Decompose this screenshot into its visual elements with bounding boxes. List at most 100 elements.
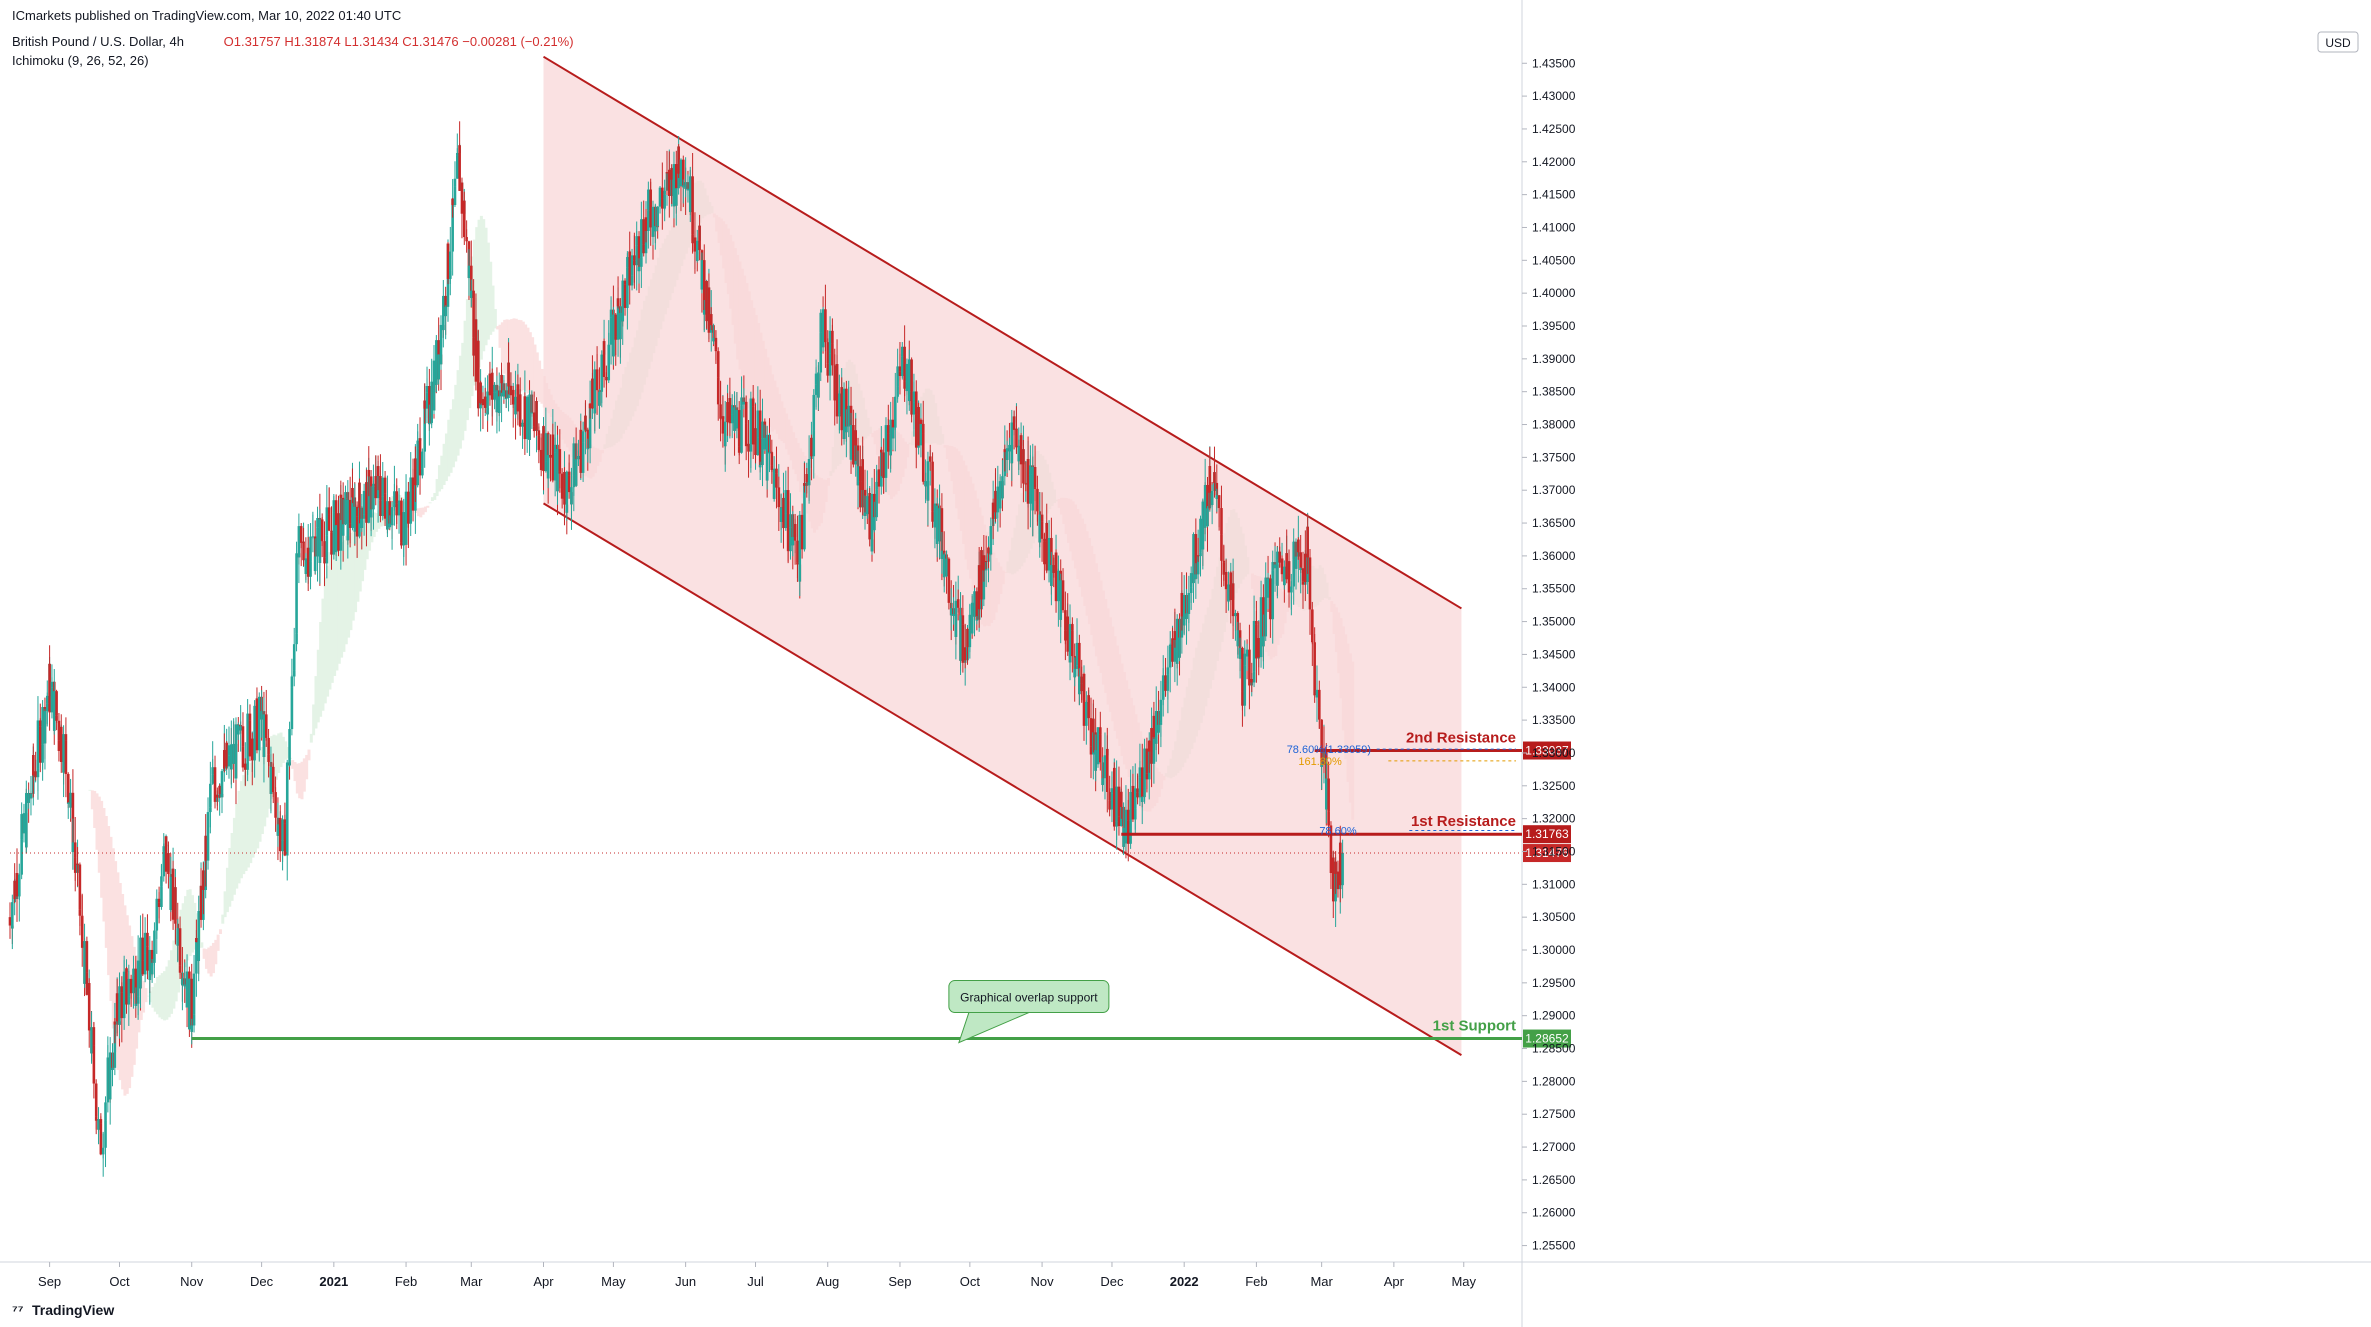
candle-body xyxy=(178,965,182,973)
candle-body xyxy=(85,972,89,995)
candle-body xyxy=(1299,552,1302,571)
candle-body xyxy=(1175,618,1179,664)
candle-body xyxy=(984,561,988,563)
candle-body xyxy=(1052,568,1056,573)
candle-body xyxy=(903,346,906,382)
candle-body xyxy=(1108,800,1111,810)
time-axis[interactable]: Sep Oct Nov Dec 2021 Feb Mar Apr May Jun Jul Aug Sep… xyxy=(38,1262,1477,1289)
candle-body xyxy=(882,470,885,478)
candle-body xyxy=(150,962,154,975)
candle-body xyxy=(57,740,61,751)
candle-body xyxy=(160,886,163,907)
candle-body xyxy=(295,633,298,645)
candle-body xyxy=(1003,449,1007,453)
candle-body xyxy=(630,255,634,276)
candle-body xyxy=(1185,613,1188,619)
candle-body xyxy=(281,819,284,841)
candle-body xyxy=(1164,675,1167,684)
x-tick-label: Sep xyxy=(38,1274,61,1289)
candle-body xyxy=(1061,605,1065,611)
candle-body xyxy=(388,501,392,528)
candle-body xyxy=(395,503,399,516)
candle-body xyxy=(998,481,1002,509)
candle-body xyxy=(1145,748,1149,774)
candle-body xyxy=(122,971,126,981)
indicator-legend[interactable]: Ichimoku (9, 26, 52, 26) xyxy=(12,53,149,68)
candle-body xyxy=(127,996,131,1005)
candle-body xyxy=(1320,719,1323,767)
candle-body xyxy=(332,500,336,513)
candle-body xyxy=(1311,640,1314,643)
candle-body xyxy=(537,435,541,450)
candle-body xyxy=(22,813,26,834)
candle-body xyxy=(190,1025,194,1032)
candle-body xyxy=(36,720,40,769)
candle-body xyxy=(476,340,480,409)
symbol-legend[interactable]: British Pound / U.S. Dollar, 4h O1.31757… xyxy=(12,34,574,49)
x-tick-label: Mar xyxy=(1310,1274,1333,1289)
candle-body xyxy=(1278,552,1282,563)
candle-body xyxy=(113,1021,117,1068)
candle-body xyxy=(1082,673,1086,726)
candle-body xyxy=(642,244,645,254)
candle-body xyxy=(612,314,615,357)
ohlc-o-label: O xyxy=(223,34,234,49)
candle-body xyxy=(264,735,268,738)
candle-body xyxy=(549,456,552,458)
y-tick-label: 1.33500 xyxy=(1532,713,1576,727)
candle-body xyxy=(497,396,501,414)
candle-body xyxy=(162,851,166,877)
candle-body xyxy=(1299,568,1302,571)
candle-body xyxy=(211,767,214,775)
candle-body xyxy=(698,225,701,251)
candle-body xyxy=(400,542,403,546)
symbol-title: British Pound / U.S. Dollar, 4h xyxy=(12,34,184,49)
candle-body xyxy=(628,251,632,286)
candle-body xyxy=(740,405,743,453)
candle-body xyxy=(94,1083,98,1117)
candle-body xyxy=(390,507,394,526)
candle-body xyxy=(1196,555,1200,575)
candle-body xyxy=(852,454,855,465)
candle-body xyxy=(884,425,888,452)
candle-body xyxy=(397,500,401,503)
candle-body xyxy=(195,938,198,974)
candle-body xyxy=(416,448,420,486)
candle-body xyxy=(726,402,729,423)
candle-body xyxy=(1054,552,1058,602)
candle-body xyxy=(365,482,368,523)
candle-body xyxy=(1338,842,1342,886)
candle-body xyxy=(649,203,652,228)
tradingview-logo[interactable]: ⁷⁷ TradingView xyxy=(12,1302,114,1318)
price-axis[interactable]: USD 1.25500 1.26000 1.26500 1.27000 1.27500 1.… xyxy=(1522,31,2359,1253)
tradingview-logo-icon: ⁷⁷ xyxy=(12,1302,24,1318)
candle-body xyxy=(1008,444,1011,452)
candle-body xyxy=(626,257,629,268)
candle-body xyxy=(859,466,862,482)
candle-body xyxy=(938,508,941,542)
candle-body xyxy=(143,932,147,954)
candle-body xyxy=(113,1021,117,1025)
candle-body xyxy=(605,378,608,381)
candle-body xyxy=(1285,553,1288,580)
candle-body xyxy=(812,394,816,431)
candle-body xyxy=(602,341,606,378)
y-tick-label: 1.29500 xyxy=(1532,976,1576,990)
candle-body xyxy=(1071,630,1074,657)
candle-body xyxy=(92,1045,96,1084)
fib-label: 161.80% xyxy=(1298,756,1342,768)
candle-body xyxy=(975,591,979,621)
candle-body xyxy=(25,793,28,848)
candle-body xyxy=(227,745,231,756)
candle-body xyxy=(623,284,627,308)
published-line: ICmarkets published on TradingView.com, … xyxy=(12,8,402,23)
candle-body xyxy=(353,506,357,532)
candle-body xyxy=(719,406,722,419)
candle-body xyxy=(1036,488,1039,505)
y-tick-label: 1.41000 xyxy=(1532,220,1576,234)
level-price-tag xyxy=(1523,741,1571,760)
candle-body xyxy=(1243,653,1247,666)
candle-body xyxy=(546,454,550,479)
candle-body xyxy=(71,842,75,853)
